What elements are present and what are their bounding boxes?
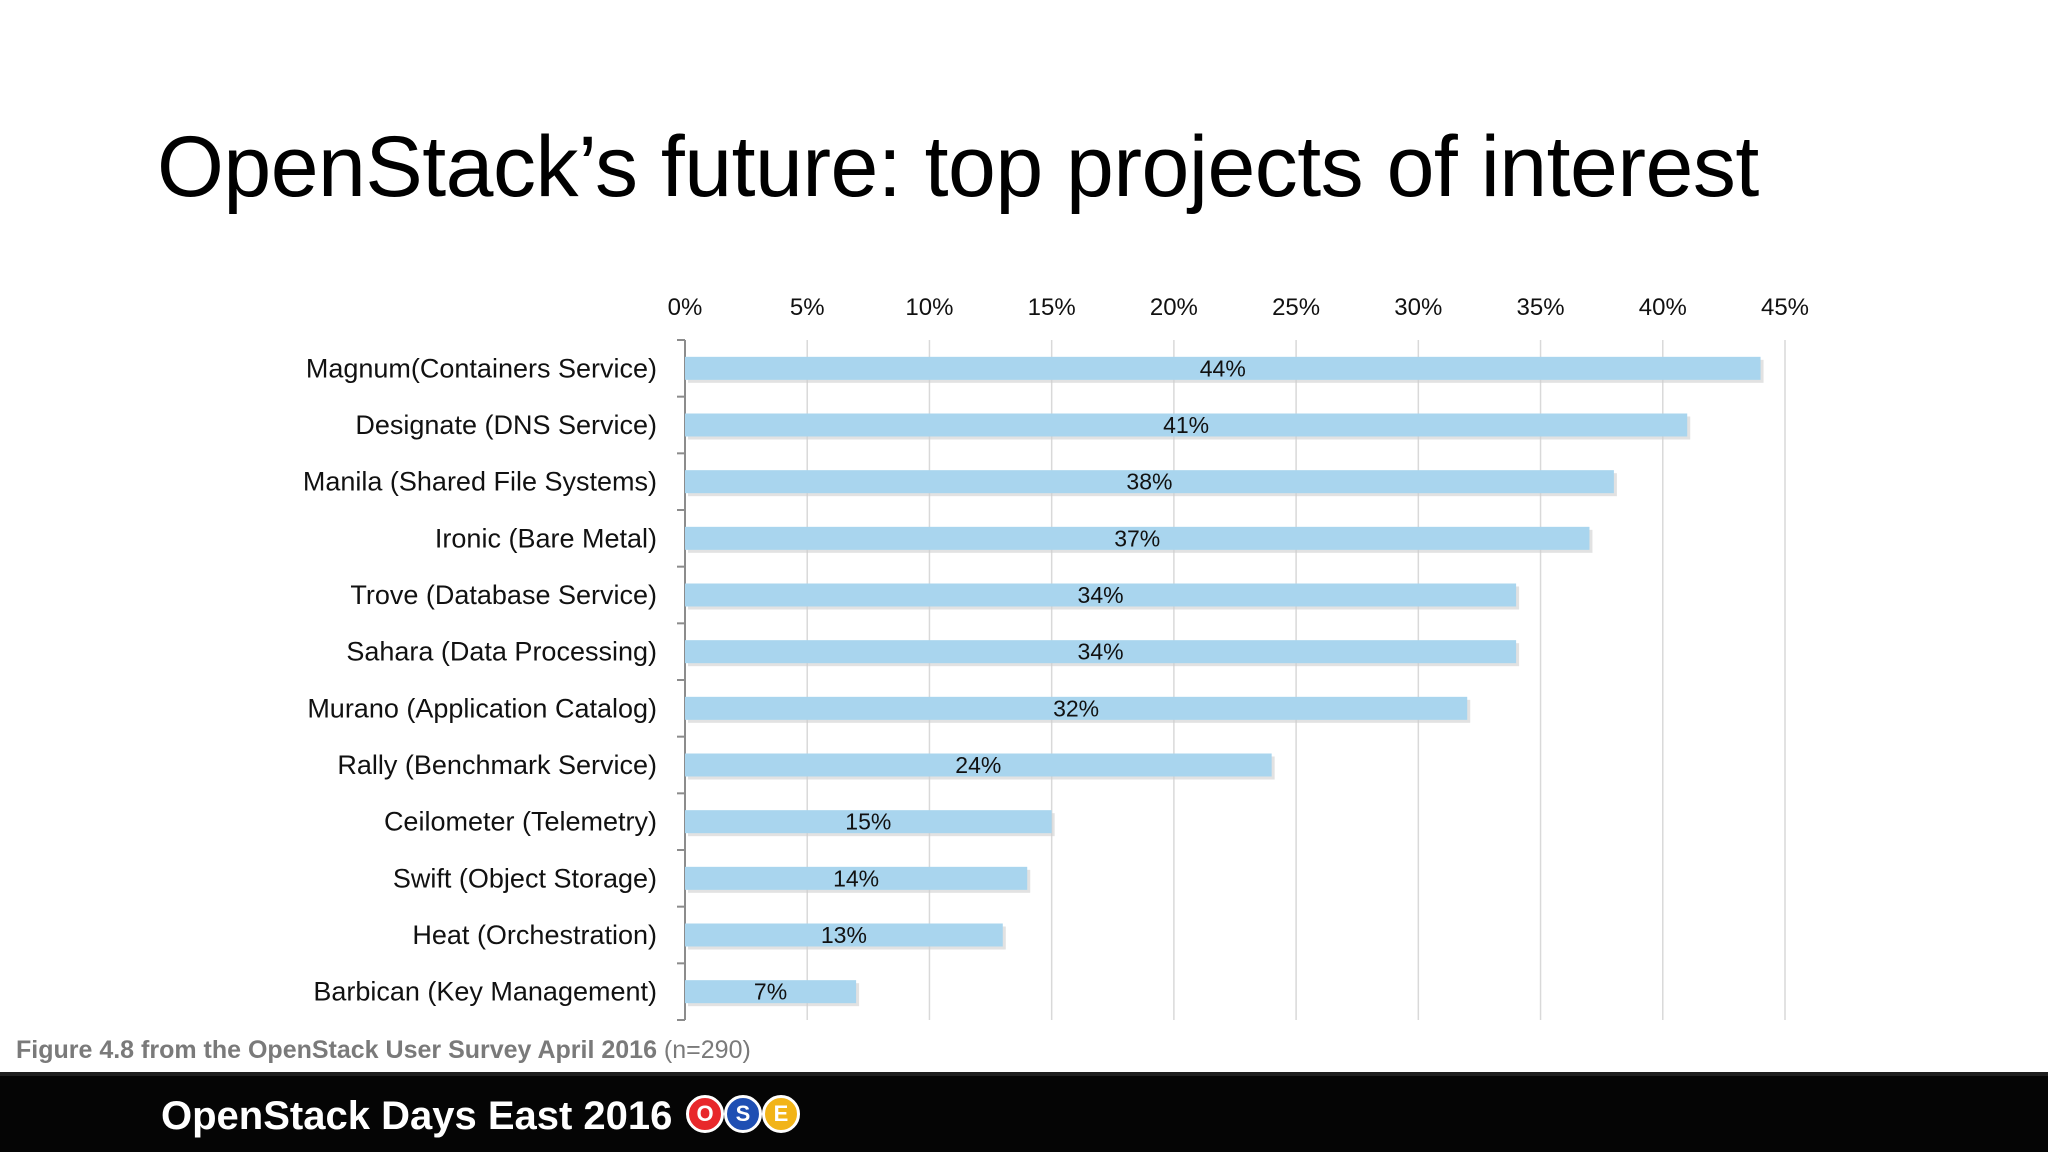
data-label: 13% xyxy=(821,922,867,948)
caption-normal: (n=290) xyxy=(656,1036,751,1064)
logo-e-icon: E xyxy=(762,1095,800,1133)
bar xyxy=(685,866,1028,890)
bar xyxy=(685,753,1272,777)
caption-bold: Figure 4.8 from the OpenStack User Surve… xyxy=(16,1036,657,1064)
x-tick-label: 45% xyxy=(1761,294,1809,321)
logo-s-icon: S xyxy=(724,1095,762,1133)
bar xyxy=(685,640,1517,664)
x-tick-label: 20% xyxy=(1150,294,1198,321)
category-label: Designate (DNS Service) xyxy=(355,410,657,440)
bars xyxy=(685,356,1764,1007)
x-tick-label: 35% xyxy=(1517,294,1565,321)
bar xyxy=(685,980,857,1004)
category-label: Heat (Orchestration) xyxy=(412,920,657,950)
category-label: Magnum(Containers Service) xyxy=(306,353,657,383)
bar xyxy=(685,923,1003,947)
x-tick-label: 25% xyxy=(1272,294,1320,321)
bar xyxy=(685,583,1517,607)
data-label: 37% xyxy=(1114,525,1160,551)
x-tick-label: 5% xyxy=(790,294,825,321)
category-label: Ironic (Bare Metal) xyxy=(435,523,657,553)
category-label: Rally (Benchmark Service) xyxy=(337,750,657,780)
footer-bar: OpenStack Days East 2016 O S E xyxy=(0,1072,2048,1152)
x-tick-label: 10% xyxy=(905,294,953,321)
bar xyxy=(685,810,1052,834)
bar xyxy=(685,356,1761,380)
bar xyxy=(685,413,1688,437)
footer-divider xyxy=(0,1072,2048,1076)
data-label: 41% xyxy=(1163,412,1209,438)
category-label: Sahara (Data Processing) xyxy=(346,637,657,667)
bar-chart: 0% 5% 10% 15% 20% 25% 30% 35% 40% 45% 44% Magnum(Co… xyxy=(303,294,1809,1021)
data-label: 38% xyxy=(1126,469,1172,495)
data-label: 14% xyxy=(833,865,879,891)
x-tick-label: 15% xyxy=(1028,294,1076,321)
figure-caption: Figure 4.8 from the OpenStack User Surve… xyxy=(16,1036,751,1065)
data-label: 34% xyxy=(1078,639,1124,665)
x-tick-label: 30% xyxy=(1394,294,1442,321)
bar xyxy=(685,470,1614,494)
data-label: 15% xyxy=(845,809,891,835)
footer-title: OpenStack Days East 2016 xyxy=(161,1094,673,1138)
slide-title: OpenStack’s future: top projects of inte… xyxy=(157,119,1759,215)
category-label: Murano (Application Catalog) xyxy=(307,693,657,723)
data-label: 24% xyxy=(955,752,1001,778)
category-label: Trove (Database Service) xyxy=(350,580,657,610)
bar xyxy=(685,696,1468,720)
category-label: Barbican (Key Management) xyxy=(313,977,657,1007)
data-label: 34% xyxy=(1078,582,1124,608)
y-axis xyxy=(677,339,686,1021)
x-tick-label: 40% xyxy=(1639,294,1687,321)
logo-o-icon: O xyxy=(686,1095,724,1133)
data-label: 44% xyxy=(1200,355,1246,381)
x-tick-label: 0% xyxy=(668,294,703,321)
data-label: 7% xyxy=(754,979,787,1005)
category-label: Ceilometer (Telemetry) xyxy=(384,807,657,837)
bar xyxy=(685,526,1590,550)
category-label: Manila (Shared File Systems) xyxy=(303,467,657,497)
grid-lines xyxy=(806,340,1786,1020)
data-label: 32% xyxy=(1053,695,1099,721)
category-label: Swift (Object Storage) xyxy=(393,863,657,893)
labels: 0% 5% 10% 15% 20% 25% 30% 35% 40% 45% 44% Magnum(Co… xyxy=(303,294,1809,1007)
